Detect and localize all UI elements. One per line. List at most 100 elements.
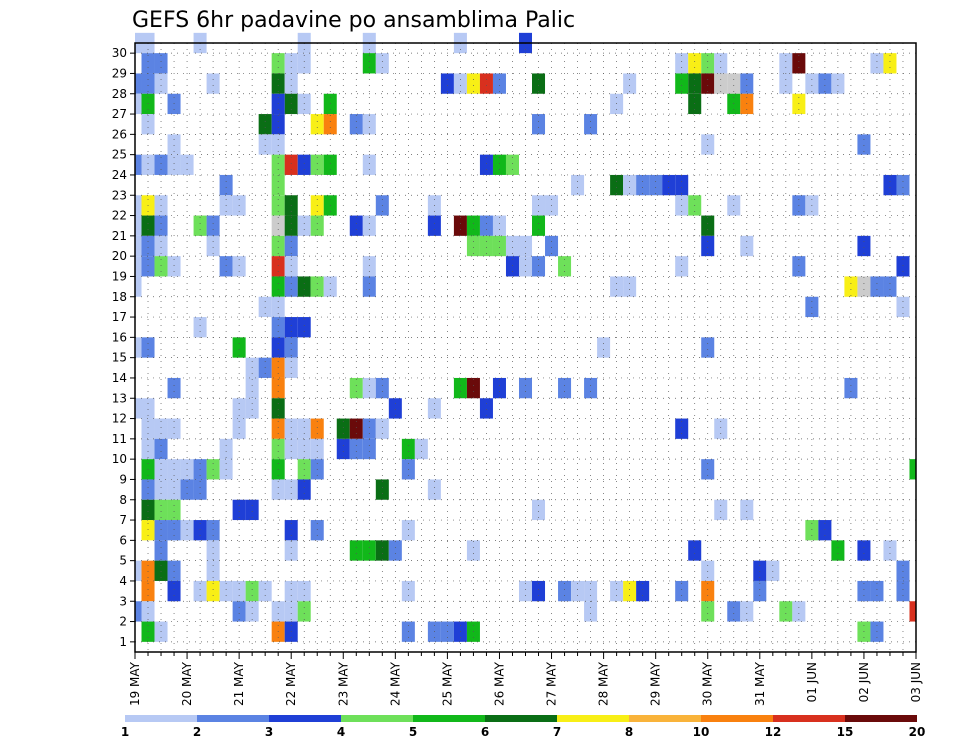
- heatmap-cell: [414, 438, 428, 460]
- colorbar-swatch: [701, 715, 773, 722]
- y-tick-label: 15: [112, 351, 127, 365]
- heatmap-cell: [857, 235, 871, 257]
- y-tick-label: 13: [112, 391, 127, 405]
- heatmap-cell: [701, 601, 715, 622]
- heatmap-cell: [388, 540, 402, 561]
- heatmap-cell: [571, 174, 585, 196]
- x-tick-label: 30 MAY: [701, 661, 715, 706]
- heatmap-cell: [740, 499, 754, 521]
- heatmap-cell: [271, 73, 285, 94]
- heatmap-cell: [896, 296, 910, 318]
- y-tick-label: 29: [112, 66, 127, 80]
- heatmap-cell: [135, 560, 142, 581]
- heatmap-cell: [154, 235, 168, 257]
- heatmap-cell: [349, 540, 363, 561]
- heatmap-cell: [135, 215, 142, 236]
- heatmap-cell: [284, 438, 298, 460]
- heatmap-cell: [362, 377, 376, 399]
- heatmap-cell: [518, 580, 533, 602]
- heatmap-cell: [141, 520, 155, 541]
- colorbar-label: 12: [765, 725, 782, 739]
- y-tick-label: 24: [112, 168, 127, 182]
- heatmap-cell: [206, 580, 220, 602]
- heatmap-cell: [206, 540, 220, 561]
- heatmap-cell: [284, 73, 298, 94]
- heatmap-cell: [362, 276, 376, 297]
- heatmap-cell: [258, 580, 272, 602]
- heatmap-cell: [284, 235, 298, 257]
- heatmap-cell: [870, 580, 884, 602]
- heatmap-cell: [284, 540, 298, 561]
- heatmap-cell: [688, 540, 702, 561]
- heatmap-cell: [649, 174, 663, 196]
- heatmap-cell: [271, 154, 285, 175]
- heatmap-cell: [479, 215, 493, 236]
- x-tick-label: 21 MAY: [232, 661, 246, 706]
- heatmap-cell: [662, 174, 676, 196]
- heatmap-cell: [883, 276, 897, 297]
- heatmap-cell: [141, 499, 155, 521]
- heatmap-cell: [271, 438, 285, 460]
- heatmap-cell: [571, 580, 585, 602]
- heatmap-cell: [232, 580, 246, 602]
- heatmap-cell: [154, 256, 168, 277]
- heatmap-cell: [479, 398, 493, 419]
- heatmap-cell: [545, 235, 559, 257]
- heatmap-cell: [245, 377, 259, 399]
- heatmap-cell: [870, 53, 884, 74]
- heatmap-cell: [883, 174, 897, 196]
- y-tick-label: 4: [119, 574, 127, 588]
- heatmap-cell: [141, 114, 155, 135]
- heatmap-cell: [532, 499, 546, 521]
- heatmap-cell: [206, 215, 220, 236]
- heatmap-cell: [135, 154, 142, 175]
- y-tick-label: 25: [112, 148, 127, 162]
- heatmap-cell: [492, 154, 506, 175]
- heatmap-cell: [297, 317, 311, 338]
- heatmap-cell: [135, 398, 142, 419]
- heatmap-cell: [206, 560, 220, 581]
- heatmap-cell: [135, 276, 142, 297]
- heatmap-cell: [336, 418, 350, 439]
- heatmap-cell: [284, 601, 298, 622]
- x-tick-label: 23 MAY: [336, 661, 350, 706]
- heatmap-cell: [714, 53, 728, 74]
- x-tick-label: 25 MAY: [440, 661, 454, 706]
- heatmap-cell: [362, 154, 376, 175]
- colorbar-label: 7: [553, 725, 561, 739]
- colorbar-label: 6: [481, 725, 489, 739]
- heatmap-cell: [141, 256, 155, 277]
- heatmap-cell: [141, 215, 155, 236]
- heatmap-cell: [818, 73, 832, 94]
- heatmap-cell: [558, 256, 572, 277]
- heatmap-cell: [532, 580, 546, 602]
- colorbar-swatch: [773, 715, 845, 722]
- heatmap-cell: [167, 377, 181, 399]
- heatmap-cell: [779, 73, 793, 94]
- heatmap-cell: [844, 276, 858, 297]
- colorbar-label: 2: [193, 725, 201, 739]
- heatmap-cell: [271, 276, 285, 297]
- heatmap-cell: [805, 296, 819, 318]
- heatmap-cell: [193, 317, 207, 338]
- heatmap-cell: [297, 418, 311, 439]
- heatmap-cell: [675, 580, 689, 602]
- heatmap-cell: [844, 377, 858, 399]
- heatmap-cell: [766, 560, 780, 581]
- heatmap-cell: [349, 215, 363, 236]
- heatmap-cell: [135, 337, 142, 358]
- heatmap-cell: [336, 438, 350, 460]
- chart-title: GEFS 6hr padavine po ansamblima Palic: [132, 8, 575, 33]
- heatmap-cell: [232, 398, 246, 419]
- heatmap-cell: [141, 154, 155, 175]
- heatmap-cell: [167, 479, 181, 500]
- heatmap-cell: [479, 235, 493, 257]
- heatmap-cell: [271, 174, 285, 196]
- heatmap-cell: [492, 73, 506, 94]
- heatmap-cell: [141, 560, 155, 581]
- y-tick-label: 28: [112, 87, 127, 101]
- x-tick-label: 31 MAY: [753, 661, 767, 706]
- heatmap-cell: [675, 73, 689, 94]
- heatmap-cell: [310, 520, 324, 541]
